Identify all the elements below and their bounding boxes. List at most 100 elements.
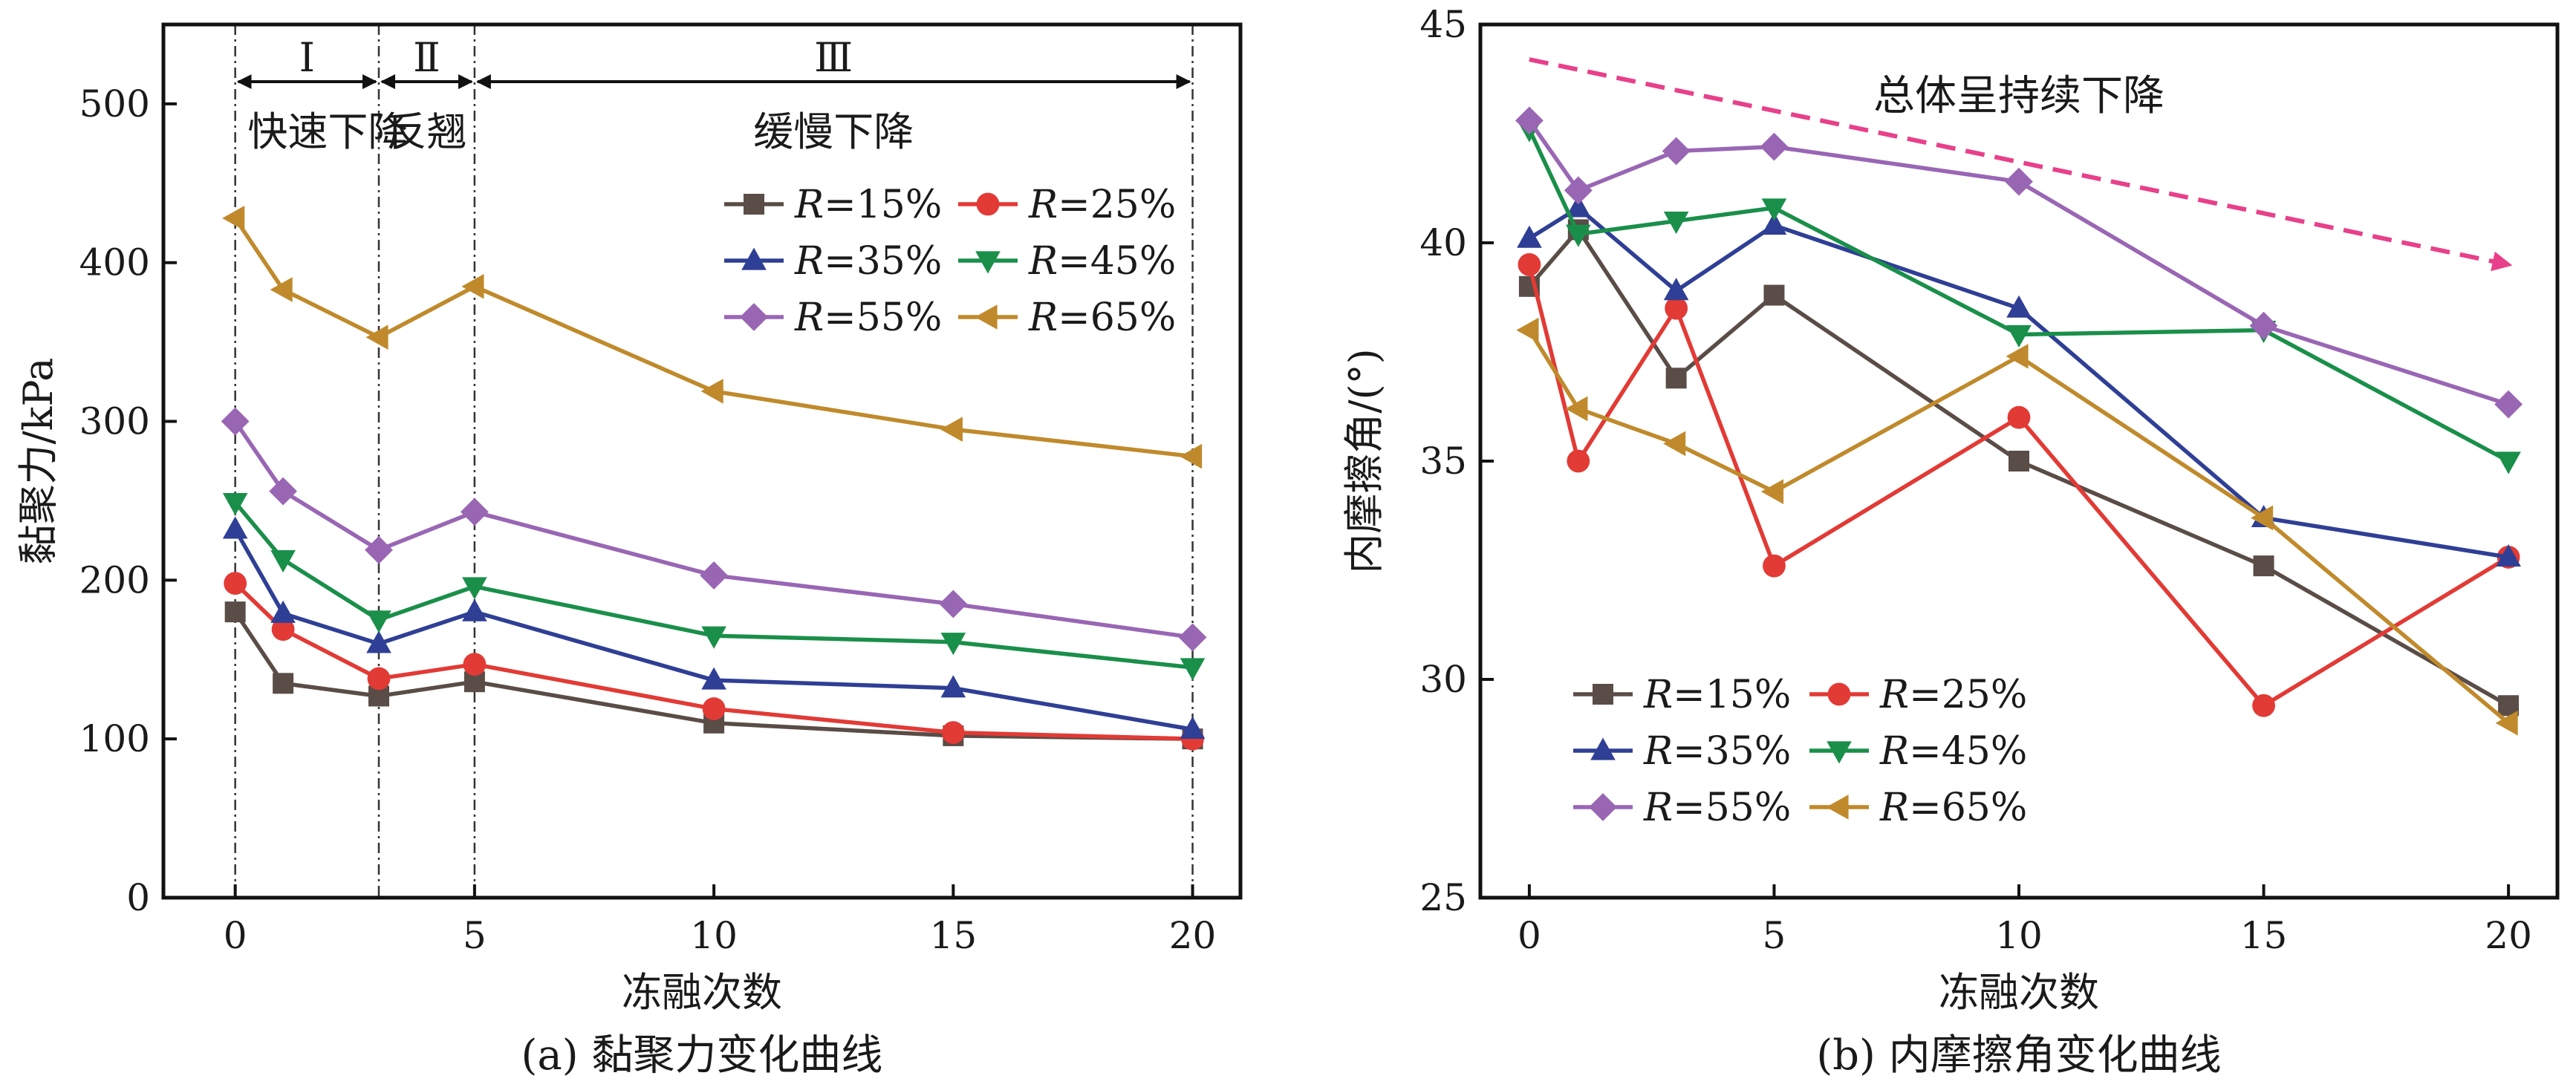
legend-label: R=25% — [1879, 673, 2027, 717]
data-point — [224, 572, 247, 595]
data-point — [2005, 167, 2033, 196]
data-point — [1662, 137, 1691, 166]
legend-marker — [741, 247, 767, 270]
y-tick-label: 40 — [1419, 221, 1467, 264]
y-tick-label: 100 — [79, 717, 150, 760]
y-tick-label: 300 — [79, 400, 150, 443]
legend-marker — [1589, 793, 1617, 821]
data-point — [221, 407, 250, 436]
legend-item: R=25% — [958, 183, 1176, 227]
data-point — [700, 561, 729, 590]
data-point — [2496, 451, 2521, 474]
friction-angle-chart-panel: 总体呈持续下降 0 5 10 15 20 25 30 35 40 45 内摩擦角/(°) 冻融次数… — [1341, 3, 2560, 1080]
legend-label: R=65% — [1028, 296, 1176, 340]
data-point — [1566, 224, 1591, 247]
data-point — [1761, 212, 1787, 235]
data-point — [1515, 106, 1544, 135]
phase-label: 反翘 — [386, 108, 466, 155]
phase-numeral: Ⅲ — [814, 34, 853, 81]
legend-item: R=45% — [958, 239, 1176, 284]
data-point — [270, 277, 293, 302]
data-point — [2006, 344, 2029, 369]
data-point — [270, 549, 296, 573]
data-point — [701, 626, 726, 649]
data-point — [1760, 132, 1789, 161]
data-point — [366, 610, 391, 633]
data-point — [1180, 658, 1206, 681]
y-tick-label: 200 — [79, 558, 150, 601]
data-point — [1180, 443, 1203, 469]
data-point — [2496, 544, 2521, 567]
data-point — [700, 379, 723, 404]
phase-numeral: Ⅱ — [413, 34, 440, 81]
legend-marker — [976, 192, 1000, 216]
data-point — [1566, 195, 1591, 218]
data-point — [1565, 396, 1588, 422]
legend-label: R=45% — [1028, 239, 1176, 284]
data-point — [1518, 253, 1541, 276]
legend-item: R=15% — [1573, 673, 1791, 717]
x-tick-label: 0 — [1518, 914, 1541, 957]
data-point — [1516, 317, 1539, 343]
legend-marker — [744, 194, 764, 215]
data-point — [273, 673, 294, 694]
legend-marker — [975, 251, 1001, 274]
data-point — [271, 618, 295, 642]
data-point — [2251, 505, 2274, 531]
data-point — [1180, 716, 1206, 739]
data-point — [1761, 198, 1787, 221]
data-point — [1760, 479, 1784, 504]
y-tick-label: 45 — [1419, 3, 1467, 46]
series-line — [1527, 329, 2510, 725]
phase-label: 快速下降 — [247, 108, 408, 155]
legend-item: R=25% — [1809, 673, 2027, 717]
data-point — [1663, 212, 1689, 235]
data-point — [701, 667, 726, 690]
legend-item: R=35% — [724, 239, 942, 284]
data-point — [2253, 555, 2274, 577]
legend-label: R=15% — [1643, 673, 1791, 717]
legend-item: R=45% — [1809, 729, 2027, 774]
data-point — [2006, 295, 2032, 318]
legend-label: R=55% — [794, 296, 942, 340]
x-axis-title-b: 冻融次数 — [1939, 969, 2099, 1016]
x-tick-label: 5 — [463, 914, 487, 957]
data-point — [702, 697, 726, 720]
data-point — [222, 206, 245, 231]
series-r55 — [1515, 106, 2523, 419]
data-point — [462, 598, 487, 621]
x-tick-label: 15 — [930, 914, 978, 957]
legend-item: R=65% — [1809, 786, 2027, 830]
series-r65 — [222, 206, 1203, 469]
data-point — [224, 601, 246, 623]
data-point — [1763, 554, 1786, 578]
data-point — [269, 477, 298, 506]
y-tick-label: 25 — [1419, 876, 1467, 919]
legend-label: R=55% — [1643, 786, 1791, 830]
data-point — [463, 653, 487, 676]
series-r35 — [222, 516, 1206, 739]
data-point — [940, 417, 963, 443]
legend-b: R=15% R=25% R=35% R=45% R=55% R=65% — [1573, 673, 2027, 830]
legend-marker — [1593, 684, 1613, 705]
legend-label: R=35% — [794, 239, 942, 284]
legend-marker — [1590, 737, 1616, 760]
y-tick-label: 30 — [1419, 658, 1467, 701]
data-point — [939, 590, 968, 619]
trend-label: 总体呈持续下降 — [1873, 72, 2164, 120]
y-axis-title-a: 黏聚力/kPa — [15, 357, 62, 564]
data-point — [1567, 449, 1590, 473]
data-point — [366, 630, 391, 653]
y-tick-label: 35 — [1419, 440, 1467, 483]
data-point — [460, 497, 489, 526]
legend-item: R=35% — [1573, 729, 1791, 774]
data-point — [1517, 225, 1542, 248]
legend-marker — [975, 304, 998, 330]
legend-label: R=45% — [1879, 729, 2027, 774]
data-point — [461, 274, 484, 299]
x-tick-label: 5 — [1763, 914, 1786, 957]
data-point — [1178, 623, 1207, 652]
data-point — [1663, 278, 1689, 301]
data-point — [365, 535, 393, 564]
